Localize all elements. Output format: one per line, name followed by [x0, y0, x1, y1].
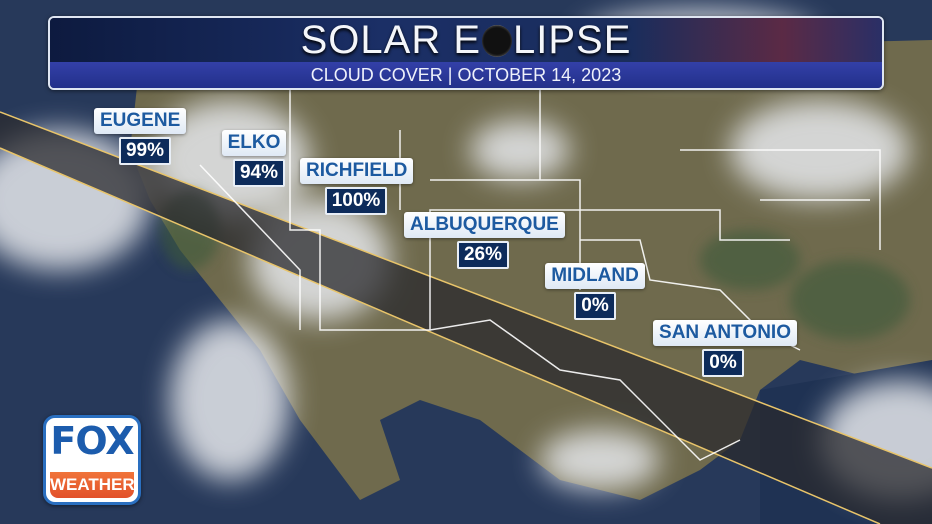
title-part1: SOLAR E	[300, 18, 481, 62]
city-elko: ELKO 94%	[219, 130, 289, 187]
state-borders	[199, 90, 881, 461]
city-name: ELKO	[221, 130, 287, 156]
cloud-cover-value: 0%	[702, 349, 744, 377]
eclipse-path-north-edge	[0, 111, 932, 469]
fox-weather-logo: FOX WEATHER	[43, 415, 141, 505]
city-richfield: RICHFIELD 100%	[300, 158, 414, 215]
cloud-cover-value: 26%	[456, 241, 510, 269]
cloud-cover-value: 100%	[324, 187, 388, 215]
cloud-cover-value: 99%	[118, 137, 172, 165]
title-banner: SOLAR E LIPSE CLOUD COVER | OCTOBER 14, 2…	[48, 16, 884, 90]
cloud-cover-value: 0%	[574, 292, 616, 320]
city-name: ALBUQUERQUE	[404, 212, 565, 238]
city-san-antonio: SAN ANTONIO 0%	[638, 320, 812, 377]
city-name: SAN ANTONIO	[653, 320, 797, 346]
city-name: EUGENE	[94, 108, 187, 134]
city-name: RICHFIELD	[300, 158, 414, 184]
eclipse-path	[0, 112, 932, 524]
eclipse-icon	[482, 25, 512, 57]
title: SOLAR E LIPSE	[301, 18, 632, 62]
logo-weather-text: WEATHER	[50, 472, 135, 498]
city-midland: MIDLAND 0%	[540, 263, 650, 320]
logo-fox-text: FOX	[50, 419, 134, 463]
cloud-cover-value: 94%	[232, 159, 286, 187]
subtitle: CLOUD COVER | OCTOBER 14, 2023	[50, 62, 882, 88]
city-albuquerque: ALBUQUERQUE 26%	[404, 212, 565, 269]
city-name: MIDLAND	[545, 263, 645, 289]
eclipse-path-south-edge	[0, 147, 881, 524]
title-part2: LIPSE	[513, 18, 632, 62]
city-eugene: EUGENE 99%	[94, 108, 187, 165]
